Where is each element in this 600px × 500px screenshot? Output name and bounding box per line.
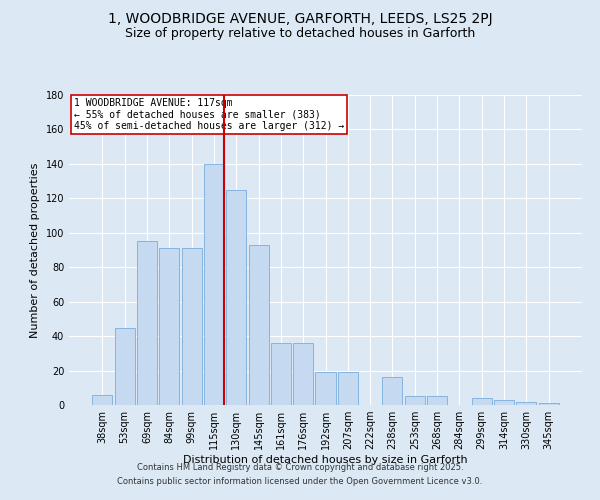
Bar — [92, 394, 112, 405]
Bar — [539, 404, 559, 405]
Bar — [293, 343, 313, 405]
Bar — [472, 398, 492, 405]
Text: Contains public sector information licensed under the Open Government Licence v3: Contains public sector information licen… — [118, 477, 482, 486]
X-axis label: Distribution of detached houses by size in Garforth: Distribution of detached houses by size … — [183, 455, 468, 465]
Text: 1, WOODBRIDGE AVENUE, GARFORTH, LEEDS, LS25 2PJ: 1, WOODBRIDGE AVENUE, GARFORTH, LEEDS, L… — [107, 12, 493, 26]
Bar — [182, 248, 202, 405]
Bar — [494, 400, 514, 405]
Bar — [382, 378, 403, 405]
Bar — [338, 372, 358, 405]
Bar — [427, 396, 447, 405]
Bar — [248, 245, 269, 405]
Text: Contains HM Land Registry data © Crown copyright and database right 2025.: Contains HM Land Registry data © Crown c… — [137, 464, 463, 472]
Text: Size of property relative to detached houses in Garforth: Size of property relative to detached ho… — [125, 28, 475, 40]
Bar — [204, 164, 224, 405]
Bar — [226, 190, 246, 405]
Bar — [115, 328, 135, 405]
Bar — [271, 343, 291, 405]
Bar — [316, 372, 335, 405]
Y-axis label: Number of detached properties: Number of detached properties — [30, 162, 40, 338]
Bar — [516, 402, 536, 405]
Bar — [159, 248, 179, 405]
Bar — [405, 396, 425, 405]
Bar — [137, 242, 157, 405]
Text: 1 WOODBRIDGE AVENUE: 117sqm
← 55% of detached houses are smaller (383)
45% of se: 1 WOODBRIDGE AVENUE: 117sqm ← 55% of det… — [74, 98, 344, 132]
